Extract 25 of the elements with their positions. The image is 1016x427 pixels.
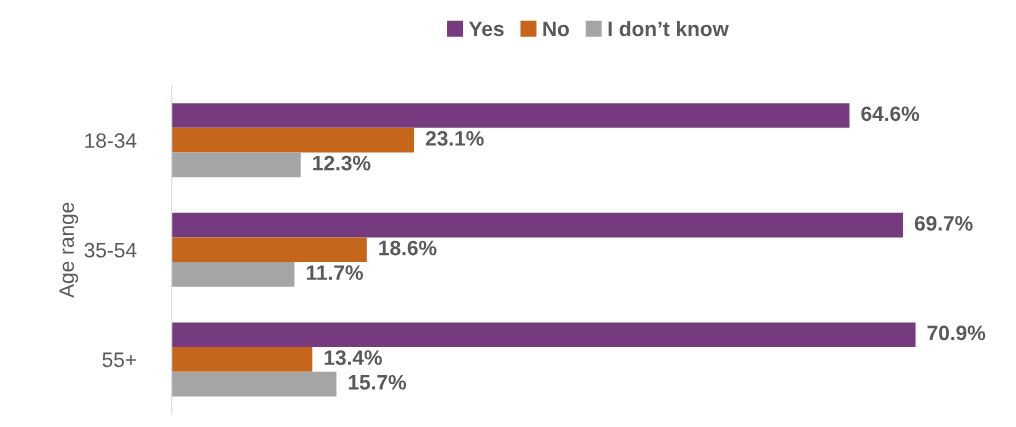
data-label: 69.7% [914, 215, 973, 231]
bar [171, 212, 903, 238]
y-tick-label: 55+ [102, 352, 136, 368]
y-tick-label: 18-34 [85, 133, 137, 148]
data-label: 18.6% [379, 240, 437, 256]
bar [171, 371, 337, 397]
data-label: 15.7% [348, 374, 407, 390]
bar [171, 127, 415, 153]
data-label: 64.6% [861, 106, 920, 122]
data-label: 23.1% [425, 131, 484, 146]
legend-label: No [543, 21, 569, 37]
y-axis-title: Age range [59, 202, 79, 298]
data-label: 13.4% [324, 350, 382, 366]
bar [171, 347, 313, 372]
data-label: 11.7% [306, 265, 363, 280]
bar [171, 262, 295, 287]
bar [171, 152, 301, 178]
bar [171, 322, 916, 348]
legend-label: Yes [468, 21, 504, 37]
legend-label: I don’t know [608, 20, 729, 37]
data-label: 12.3% [313, 155, 371, 171]
bar [171, 237, 367, 263]
bar [171, 103, 850, 128]
y-tick-label: 35-54 [84, 242, 137, 258]
data-label: 70.9% [927, 325, 986, 341]
